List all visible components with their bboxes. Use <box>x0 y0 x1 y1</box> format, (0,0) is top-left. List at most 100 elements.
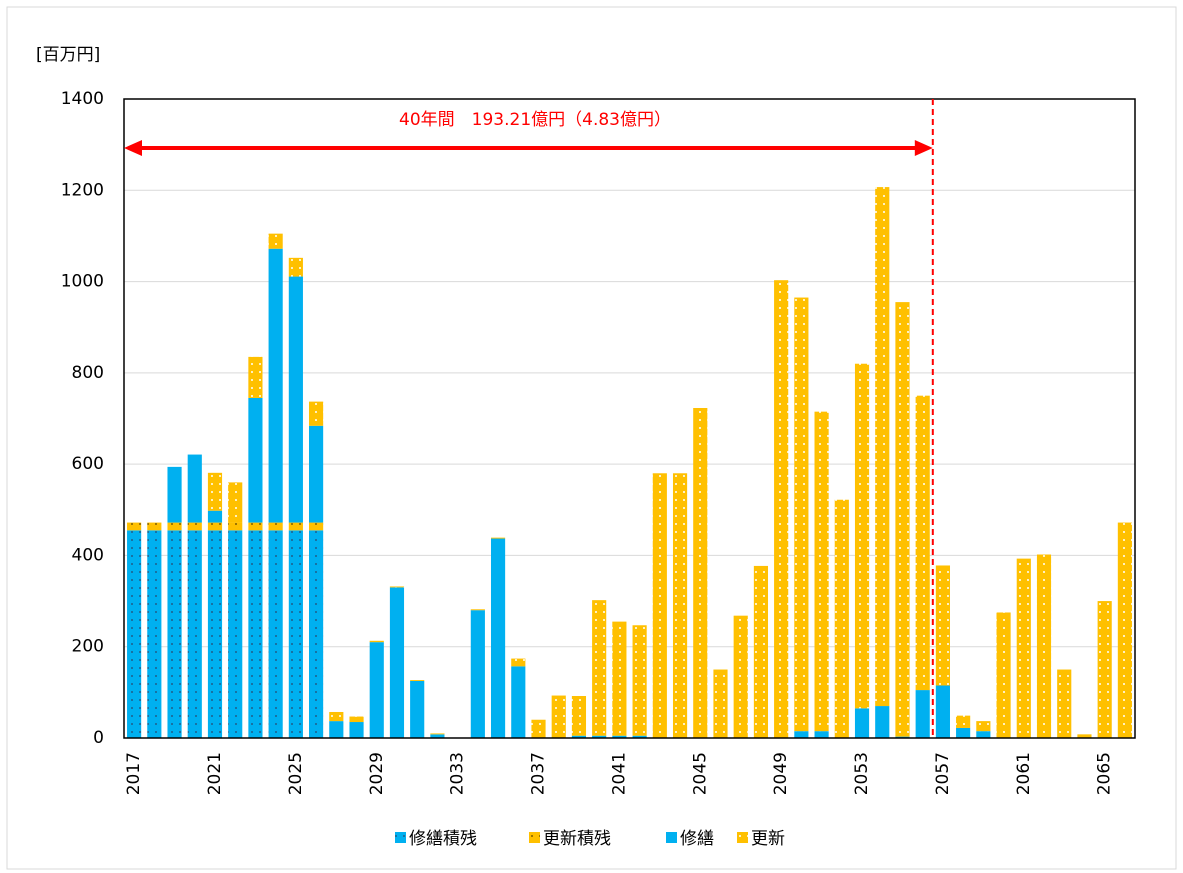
x-tick-label: 2033 <box>448 752 468 795</box>
bar <box>935 565 950 686</box>
bar <box>632 735 647 738</box>
bar <box>976 731 991 738</box>
bar <box>895 302 910 737</box>
bar <box>915 690 930 738</box>
legend-label: 更新積残 <box>543 829 611 849</box>
bar <box>551 695 566 738</box>
bar <box>794 297 809 732</box>
bar <box>511 666 526 738</box>
bar <box>490 538 506 738</box>
bar <box>207 530 223 738</box>
y-tick-label: 1400 <box>61 89 104 109</box>
bar <box>228 522 243 531</box>
bar <box>248 530 263 738</box>
bar <box>207 522 223 531</box>
x-tick-label: 2037 <box>529 752 549 795</box>
bar <box>612 735 627 738</box>
bar <box>652 473 667 738</box>
bar <box>187 530 202 738</box>
x-tick-label: 2061 <box>1014 752 1034 795</box>
bar <box>288 257 303 277</box>
legend-swatch <box>529 832 540 843</box>
bar <box>470 610 485 738</box>
bar <box>571 696 587 736</box>
bar <box>430 734 445 738</box>
bar <box>369 642 384 738</box>
y-tick-label: 1000 <box>61 272 104 292</box>
bar <box>854 363 870 709</box>
legend-swatch <box>666 832 677 843</box>
bar <box>1036 554 1052 738</box>
x-tick-label: 2041 <box>609 752 629 795</box>
bar <box>329 721 344 738</box>
bar <box>268 248 283 523</box>
legend-label: 更新 <box>751 829 785 849</box>
bar <box>854 708 870 738</box>
bar <box>207 510 223 523</box>
bar <box>1016 558 1031 738</box>
bar <box>167 530 182 738</box>
bar <box>814 731 829 738</box>
bar <box>268 233 283 249</box>
bar <box>875 187 890 707</box>
bar <box>248 522 263 531</box>
bar <box>288 530 303 738</box>
x-tick-label: 2029 <box>367 752 387 795</box>
annotation: 40年間 193.21億円（4.83億円） <box>399 110 671 130</box>
bar <box>996 612 1011 738</box>
bar <box>956 727 971 738</box>
bar <box>369 640 384 643</box>
bar <box>248 397 263 523</box>
bar <box>127 522 142 531</box>
bar <box>207 472 223 511</box>
bar <box>672 473 688 738</box>
bar <box>592 735 607 738</box>
bar <box>612 621 627 736</box>
bar <box>814 411 829 732</box>
bar <box>430 733 445 735</box>
plot-border <box>123 98 1136 739</box>
bar <box>228 530 243 738</box>
bar <box>956 715 971 728</box>
bar <box>167 522 182 531</box>
bar <box>349 722 364 738</box>
x-tick-label: 2065 <box>1095 752 1115 795</box>
bar <box>794 731 809 738</box>
bar <box>410 680 425 738</box>
y-tick-label: 400 <box>72 545 104 565</box>
bar <box>693 408 708 738</box>
bar <box>511 658 526 667</box>
bar <box>309 530 324 738</box>
bar <box>1097 601 1112 738</box>
bar <box>470 609 485 611</box>
bar <box>127 530 142 738</box>
bar <box>1117 522 1132 738</box>
y-tick-label: 200 <box>72 637 104 657</box>
bar <box>309 401 324 426</box>
bar <box>592 600 607 736</box>
bar <box>1057 669 1072 738</box>
y-tick-label: 0 <box>93 728 104 748</box>
bar <box>288 276 303 523</box>
bar <box>976 721 991 732</box>
bar <box>915 395 930 691</box>
bar <box>834 499 849 738</box>
bar <box>753 565 769 738</box>
y-tick-label: 1200 <box>61 180 104 200</box>
x-tick-label: 2045 <box>690 752 710 795</box>
bar <box>389 587 405 738</box>
bar <box>187 454 202 523</box>
bar <box>147 522 162 531</box>
bar <box>329 711 344 722</box>
bar <box>531 719 546 738</box>
x-tick-label: 2049 <box>771 752 791 795</box>
arrow-head <box>914 140 933 156</box>
bar <box>1077 734 1092 738</box>
bar <box>410 680 425 681</box>
x-tick-label: 2017 <box>124 752 144 795</box>
chart-frame <box>6 6 1177 870</box>
y-tick-label: 800 <box>72 363 104 383</box>
arrow-head <box>124 140 142 156</box>
bar <box>774 280 789 738</box>
